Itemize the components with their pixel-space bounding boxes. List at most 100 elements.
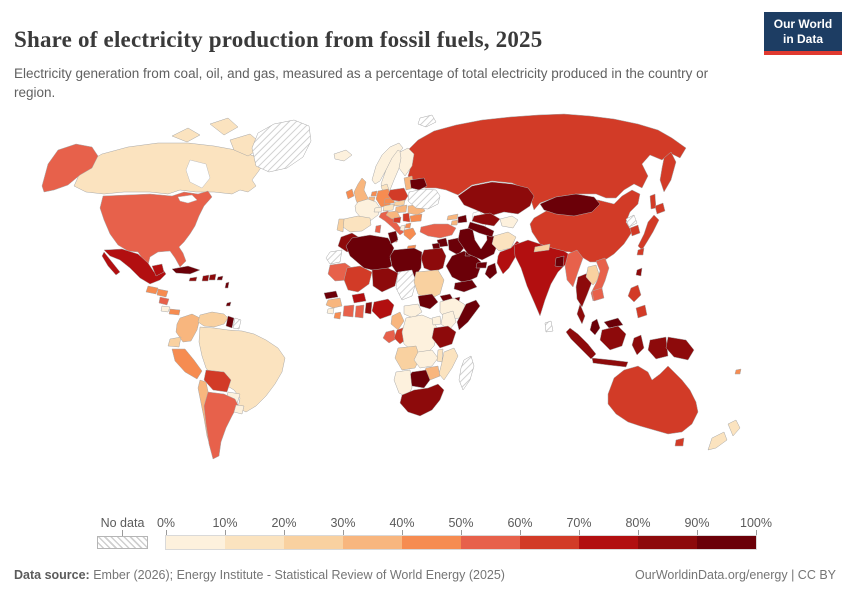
country-malaysia[interactable]: [589, 318, 601, 336]
country-canada-island-2[interactable]: [209, 117, 239, 136]
legend-bin[interactable]: [343, 536, 402, 549]
country-south-africa[interactable]: [399, 383, 445, 417]
country-north-macedonia[interactable]: [404, 222, 412, 229]
country-laos[interactable]: [585, 264, 601, 286]
country-united-states[interactable]: [99, 190, 213, 268]
country-haiti[interactable]: [201, 274, 210, 282]
country-cuba[interactable]: [171, 265, 201, 275]
country-angola[interactable]: [394, 345, 421, 371]
country-kenya[interactable]: [440, 310, 457, 331]
country-senegal[interactable]: [323, 290, 339, 300]
legend-bin[interactable]: [284, 536, 343, 549]
country-armenia[interactable]: [450, 219, 459, 226]
country-spain[interactable]: [342, 215, 372, 233]
country-netherlands[interactable]: [370, 190, 378, 197]
country-costa-rica[interactable]: [160, 305, 171, 313]
country-taiwan[interactable]: [635, 267, 643, 277]
country-bosnia[interactable]: [392, 216, 402, 224]
country-serbia[interactable]: [402, 212, 411, 223]
country-yemen[interactable]: [453, 279, 478, 293]
legend-bin[interactable]: [461, 536, 520, 549]
country-malawi[interactable]: [436, 348, 444, 363]
country-liberia[interactable]: [333, 311, 342, 320]
country-tasmania[interactable]: [674, 437, 685, 447]
country-thailand-south[interactable]: [576, 303, 586, 325]
country-russia[interactable]: [407, 113, 687, 211]
country-mexico[interactable]: [103, 248, 167, 285]
country-uae-qatar[interactable]: [475, 261, 488, 269]
country-papua-new-guinea[interactable]: [665, 336, 695, 361]
country-ukraine[interactable]: [407, 188, 441, 210]
country-belarus[interactable]: [409, 177, 428, 191]
country-indonesia-kalimantan[interactable]: [599, 325, 627, 351]
country-cameroon[interactable]: [390, 311, 405, 331]
country-philippines-mindanao[interactable]: [635, 304, 648, 319]
country-guinea[interactable]: [325, 297, 343, 309]
country-guatemala[interactable]: [145, 285, 159, 295]
country-ireland[interactable]: [345, 188, 355, 200]
legend-bin[interactable]: [520, 536, 579, 549]
country-myanmar[interactable]: [564, 249, 584, 288]
country-fiji[interactable]: [734, 368, 742, 375]
country-indonesia-java[interactable]: [591, 357, 629, 368]
country-turkmenistan[interactable]: [467, 221, 495, 238]
country-panama[interactable]: [168, 308, 181, 316]
country-philippines-luzon[interactable]: [627, 284, 642, 303]
country-gabon[interactable]: [382, 329, 397, 344]
country-guyana[interactable]: [225, 315, 235, 329]
country-central-african-republic[interactable]: [403, 303, 423, 319]
country-france[interactable]: [354, 198, 381, 222]
country-portugal[interactable]: [336, 218, 345, 233]
country-togo-benin[interactable]: [364, 301, 373, 315]
country-chad[interactable]: [395, 269, 417, 301]
country-uruguay[interactable]: [233, 404, 245, 415]
legend-bin[interactable]: [166, 536, 225, 549]
country-western-sahara[interactable]: [325, 249, 343, 265]
country-new-zealand-north[interactable]: [727, 419, 741, 437]
country-japan-kyushu[interactable]: [636, 247, 645, 256]
country-sierra-leone[interactable]: [326, 307, 335, 315]
country-lesser-antilles[interactable]: [224, 281, 230, 289]
country-indonesia-sulawesi[interactable]: [631, 334, 645, 356]
country-turkey[interactable]: [419, 223, 457, 239]
country-nigeria[interactable]: [371, 298, 395, 320]
owid-logo[interactable]: Our World in Data: [764, 12, 842, 55]
country-venezuela[interactable]: [197, 311, 229, 328]
country-trinidad[interactable]: [225, 301, 232, 307]
country-new-zealand-south[interactable]: [707, 431, 728, 451]
country-kazakhstan[interactable]: [457, 181, 535, 217]
country-madagascar[interactable]: [458, 355, 475, 391]
country-jamaica[interactable]: [188, 276, 198, 282]
country-slovakia[interactable]: [393, 199, 406, 207]
country-colombia[interactable]: [175, 313, 201, 343]
legend-bin[interactable]: [225, 536, 284, 549]
no-data-swatch[interactable]: [97, 536, 148, 549]
country-mexico-yucatan[interactable]: [151, 263, 165, 277]
country-oman[interactable]: [484, 262, 498, 280]
country-russia-kamchatka[interactable]: [659, 151, 677, 193]
country-japan-hokkaido[interactable]: [654, 202, 666, 215]
country-south-sudan[interactable]: [417, 293, 439, 310]
country-georgia[interactable]: [446, 213, 459, 221]
country-zambia[interactable]: [413, 349, 439, 369]
country-mali[interactable]: [343, 265, 373, 293]
country-india[interactable]: [513, 239, 571, 317]
country-iceland[interactable]: [333, 149, 353, 162]
country-mongolia[interactable]: [539, 193, 601, 217]
country-greece[interactable]: [403, 227, 417, 241]
country-switzerland[interactable]: [373, 206, 383, 213]
country-uzbekistan[interactable]: [471, 212, 501, 227]
country-puerto-rico[interactable]: [216, 275, 224, 281]
country-australia[interactable]: [607, 365, 699, 435]
country-tunisia[interactable]: [387, 230, 399, 245]
country-bangladesh[interactable]: [554, 255, 565, 268]
country-dr-congo[interactable]: [401, 314, 439, 355]
country-mozambique[interactable]: [438, 347, 459, 381]
country-greenland[interactable]: [251, 119, 312, 173]
country-mexico-baja[interactable]: [101, 251, 121, 276]
country-austria[interactable]: [382, 203, 395, 212]
country-uganda[interactable]: [431, 315, 442, 326]
legend-bin[interactable]: [402, 536, 461, 549]
country-algeria[interactable]: [345, 234, 395, 273]
country-burkina-faso[interactable]: [351, 292, 367, 304]
